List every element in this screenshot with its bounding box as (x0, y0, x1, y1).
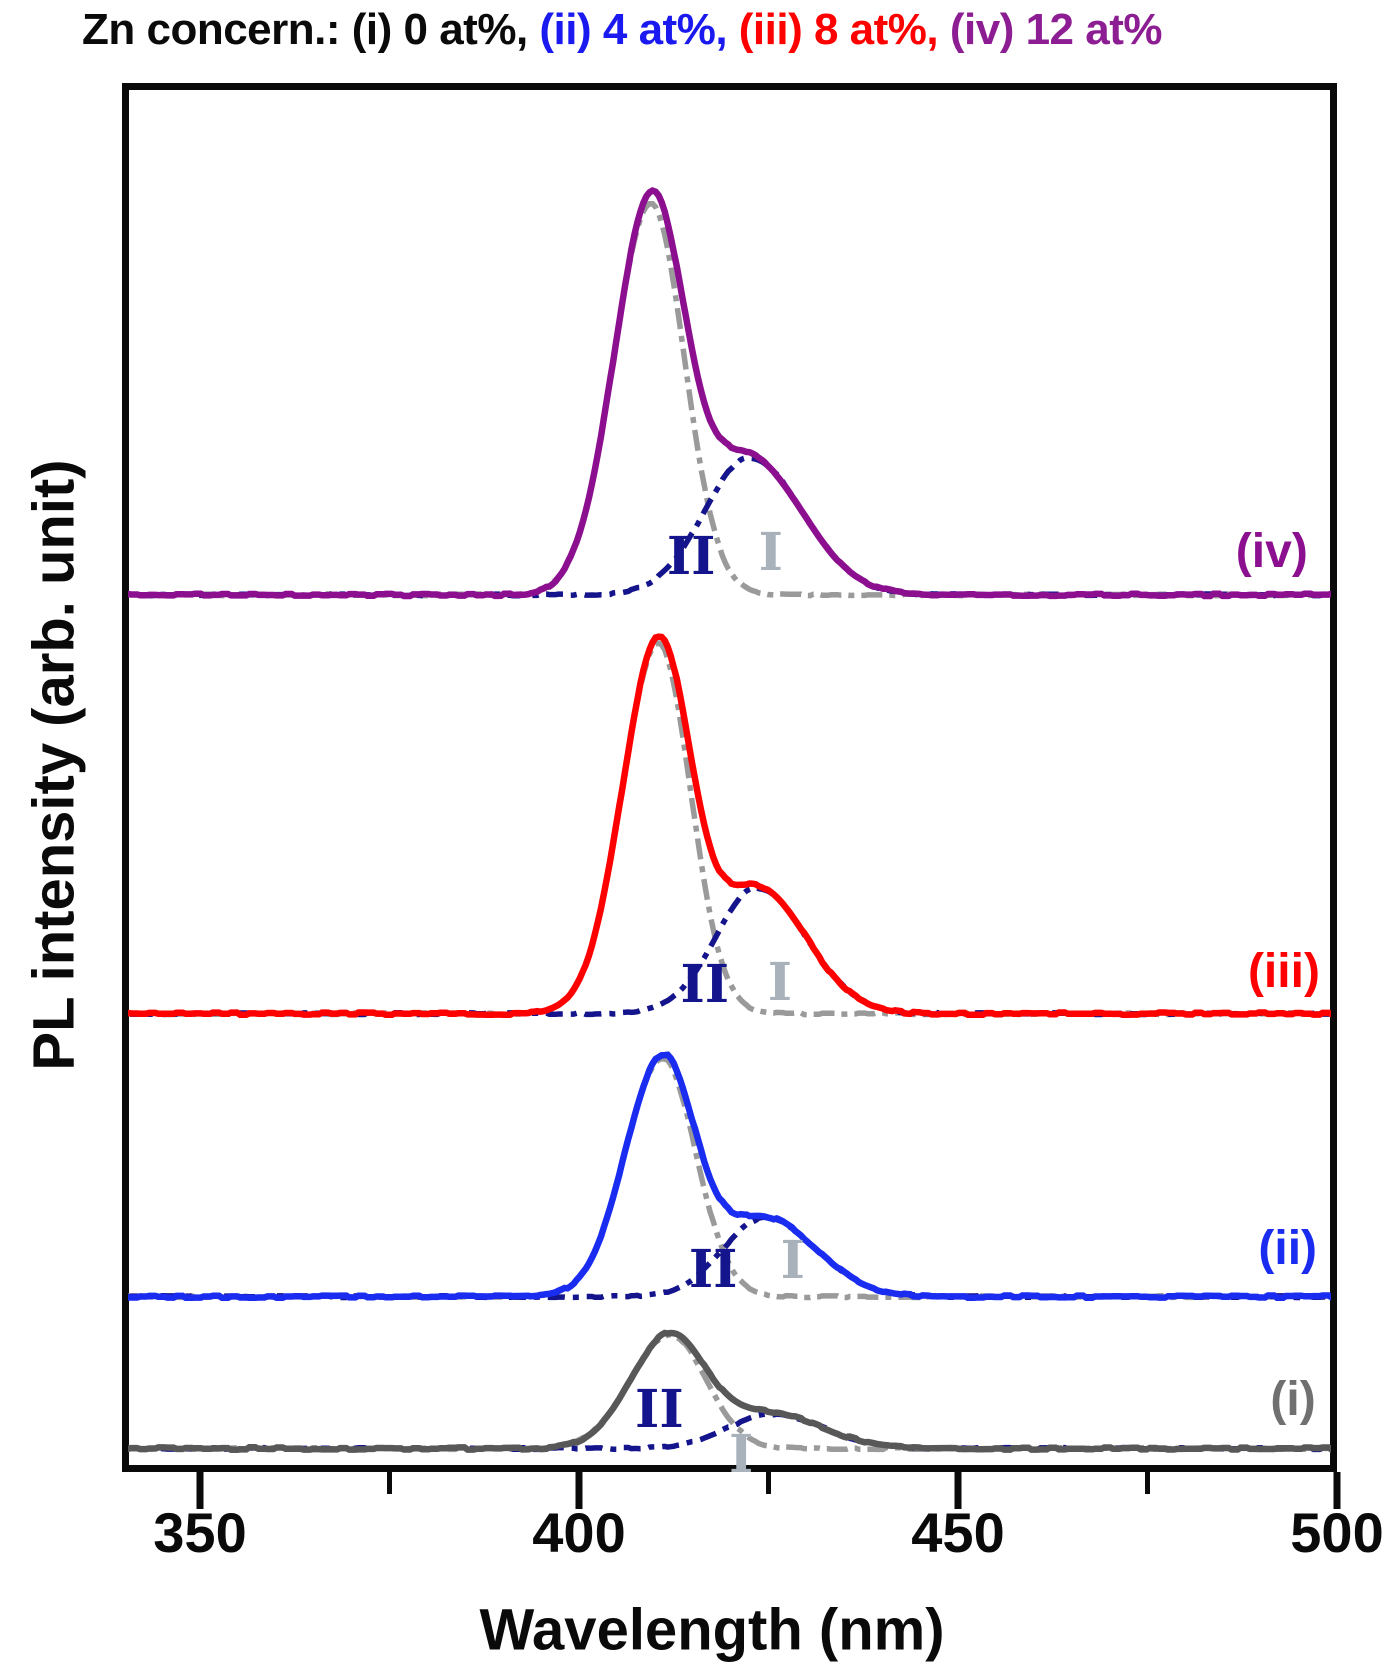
x-tick-label-450: 450 (911, 1501, 1005, 1564)
x-tick-label-400: 400 (532, 1501, 626, 1564)
series-label-i: (i) (1270, 1372, 1316, 1426)
roman-numeral-I-ii: I (780, 1229, 805, 1291)
x-tick-label-350: 350 (153, 1501, 247, 1564)
spectrum-curve-iv (128, 187, 1331, 600)
roman-numeral-II-iv: II (666, 526, 716, 588)
roman-numeral-I-iii: I (767, 952, 793, 1014)
roman-numeral-II-ii: II (688, 1239, 738, 1301)
series-label-iv: (iv) (1235, 524, 1308, 578)
title-segment-0at: Zn concern.: (i) 0 at%, (82, 5, 528, 54)
spectra-curves (128, 187, 1331, 1453)
x-axis-label: Wavelength (nm) (479, 1597, 945, 1663)
roman-numeral-I-iv: I (758, 522, 783, 584)
x-tick-label-500: 500 (1290, 1501, 1384, 1564)
series-label-iii: (iii) (1247, 945, 1320, 999)
component-II-curve-iv (128, 454, 1331, 599)
spectrum-curve-iii (128, 633, 1331, 1019)
title-segment-12at: (iv) 12 at% (938, 5, 1163, 54)
title-segment-4at: (ii) 4 at%, (527, 5, 728, 54)
roman-numeral-II-i: II (635, 1379, 684, 1441)
y-axis-label: PL intensity (arb. unit) (21, 459, 87, 1071)
roman-numeral-I-i: I (729, 1423, 754, 1485)
series-label-ii: (ii) (1258, 1222, 1318, 1276)
x-axis-ticks (196, 1472, 1341, 1509)
component-I-curve-iv (128, 201, 1331, 599)
figure-title: Zn concern.: (i) 0 at%, (ii) 4 at%, (iii… (82, 5, 1163, 55)
plot-frame (122, 83, 1337, 1472)
spectrum-curve-ii (128, 1051, 1331, 1302)
roman-numeral-II-iii: II (680, 953, 730, 1015)
spectrum-curve-i (128, 1329, 1331, 1453)
title-segment-8at: (iii) 8 at%, (727, 5, 939, 54)
